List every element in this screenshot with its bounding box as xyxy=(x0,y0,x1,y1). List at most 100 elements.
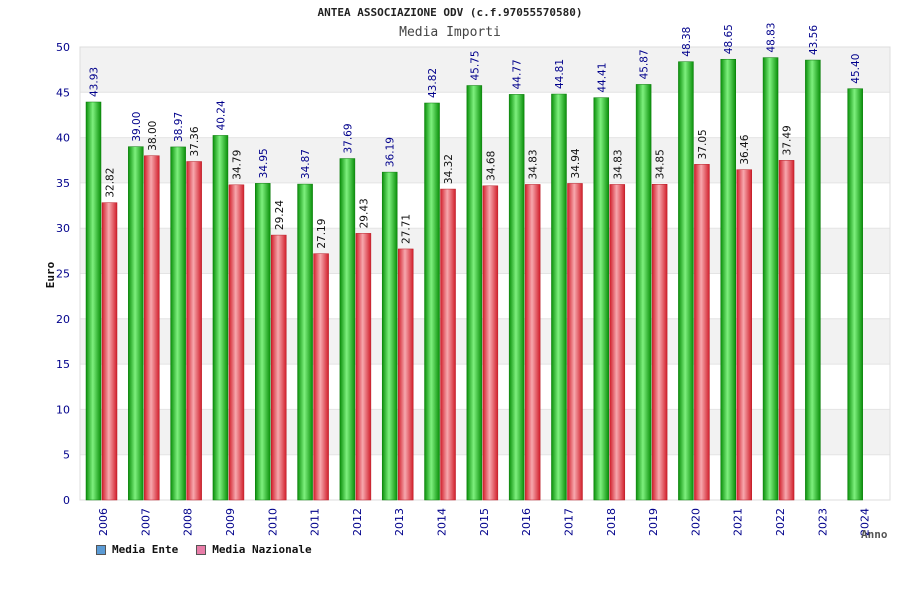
x-tick-label: 2010 xyxy=(266,508,279,536)
bar-media-nazionale xyxy=(144,155,160,501)
data-label: 34.83 xyxy=(528,149,540,179)
legend-item-nazionale: Media Nazionale xyxy=(196,543,312,556)
data-label: 45.75 xyxy=(469,50,481,80)
y-tick-label: 10 xyxy=(56,403,70,416)
x-tick-label: 2012 xyxy=(351,508,364,536)
bar-media-ente xyxy=(466,85,483,501)
data-label: 43.93 xyxy=(89,67,101,97)
legend-swatch-ente xyxy=(96,544,106,555)
y-tick-label: 0 xyxy=(63,494,70,507)
data-label: 38.00 xyxy=(147,121,159,151)
x-tick-label: 2006 xyxy=(97,508,110,536)
data-label: 39.00 xyxy=(131,112,143,142)
bar-media-nazionale xyxy=(440,188,456,501)
x-tick-label: 2015 xyxy=(478,508,491,536)
bar-media-ente xyxy=(297,183,313,501)
data-label: 45.40 xyxy=(850,54,862,84)
bar-media-nazionale xyxy=(778,160,795,501)
y-tick-label: 25 xyxy=(56,268,70,281)
chart-title: ANTEA ASSOCIAZIONE ODV (c.f.97055570580) xyxy=(317,6,583,19)
y-axis-label: Euro xyxy=(44,261,57,288)
data-label: 48.83 xyxy=(766,23,778,53)
x-tick-label: 2014 xyxy=(436,508,449,536)
x-tick-label: 2019 xyxy=(647,508,660,536)
bar-media-nazionale xyxy=(694,164,710,501)
data-label: 29.24 xyxy=(274,200,286,230)
bar-media-nazionale xyxy=(228,184,245,501)
x-tick-label: 2021 xyxy=(732,508,745,536)
y-tick-label: 50 xyxy=(56,41,70,54)
data-label: 43.56 xyxy=(808,25,820,55)
y-tick-label: 45 xyxy=(56,86,70,99)
data-label: 40.24 xyxy=(215,100,227,130)
bar-media-ente xyxy=(720,58,736,501)
bar-media-nazionale xyxy=(186,161,202,501)
bar-media-ente xyxy=(847,88,863,501)
x-tick-label: 2008 xyxy=(182,508,195,536)
data-label: 34.79 xyxy=(231,150,243,180)
bar-media-nazionale xyxy=(609,184,626,501)
data-label: 48.65 xyxy=(723,24,735,54)
y-tick-label: 15 xyxy=(56,358,70,371)
data-label: 27.71 xyxy=(401,214,413,244)
bar-media-nazionale xyxy=(313,253,329,501)
bar-media-ente xyxy=(508,94,525,501)
y-tick-label: 35 xyxy=(56,177,70,190)
legend-swatch-nazionale xyxy=(196,544,207,555)
x-tick-label: 2022 xyxy=(774,508,787,536)
x-tick-label: 2023 xyxy=(816,508,829,536)
data-label: 43.82 xyxy=(427,68,439,98)
bar-media-nazionale xyxy=(651,184,668,501)
data-label: 44.41 xyxy=(596,63,608,93)
data-label: 34.32 xyxy=(443,154,455,184)
x-tick-label: 2016 xyxy=(520,508,533,536)
x-axis: 2006 2007 2008 2009 2010 2011 2012 2013 2014 2015… xyxy=(97,508,872,536)
grid-band xyxy=(80,92,890,138)
bar-media-ente xyxy=(212,135,229,501)
bar-media-nazionale xyxy=(101,202,118,501)
bar-media-ente xyxy=(339,158,356,501)
x-axis-label: Anno xyxy=(861,528,888,541)
bar-media-ente xyxy=(762,57,779,501)
x-tick-label: 2024 xyxy=(859,508,872,536)
x-tick-label: 2009 xyxy=(224,508,237,536)
data-label: 27.19 xyxy=(316,219,328,249)
data-label: 38.97 xyxy=(173,112,185,142)
bar-media-nazionale xyxy=(397,248,414,501)
y-tick-label: 5 xyxy=(63,449,70,462)
bar-media-ente xyxy=(678,61,694,501)
bar-media-ente xyxy=(805,59,821,501)
data-label: 34.85 xyxy=(655,149,667,179)
bar-media-nazionale xyxy=(271,234,287,501)
data-label: 34.87 xyxy=(300,149,312,179)
bars-group: 43.93 32.82 39.00 38.00 38.97 37.36 40.24 34.79… xyxy=(85,23,863,501)
data-label: 37.05 xyxy=(697,129,709,159)
data-label: 37.36 xyxy=(189,126,201,156)
data-label: 32.82 xyxy=(105,168,117,198)
legend: Media Ente Media Nazionale xyxy=(96,543,312,556)
data-label: 29.43 xyxy=(358,198,370,228)
bar-media-ente xyxy=(170,146,186,501)
data-label: 37.49 xyxy=(782,125,794,155)
bar-media-ente xyxy=(128,146,144,501)
y-tick-label: 20 xyxy=(56,313,70,326)
chart-subtitle: Media Importi xyxy=(399,25,501,40)
bar-media-ente xyxy=(381,171,398,501)
data-label: 48.38 xyxy=(681,27,693,57)
y-tick-label: 40 xyxy=(56,132,70,145)
x-tick-label: 2013 xyxy=(393,508,406,536)
bar-media-ente xyxy=(424,102,440,501)
legend-label-ente: Media Ente xyxy=(112,543,179,556)
y-axis: 0 5 10 15 20 25 30 35 40 45 50 xyxy=(56,41,70,507)
bar-media-nazionale xyxy=(567,183,583,501)
grid-band xyxy=(80,47,890,93)
data-label: 34.95 xyxy=(258,148,270,178)
bar-media-ente xyxy=(593,97,610,501)
data-label: 36.19 xyxy=(385,137,397,167)
bar-media-nazionale xyxy=(736,169,752,501)
bar-media-ente xyxy=(551,93,567,501)
y-tick-label: 30 xyxy=(56,222,70,235)
bar-media-ente xyxy=(635,84,652,501)
data-label: 37.69 xyxy=(342,123,354,153)
